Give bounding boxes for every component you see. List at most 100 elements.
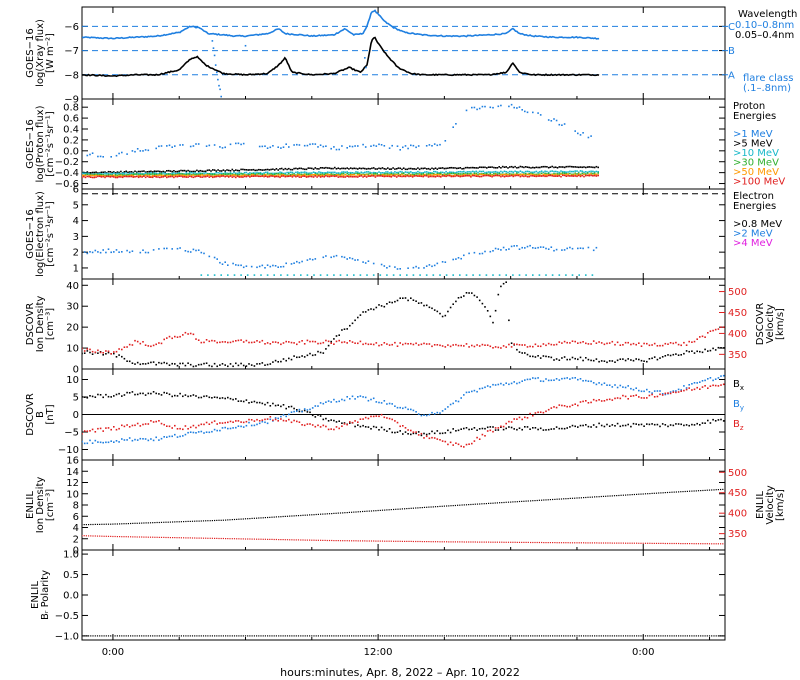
data-point xyxy=(121,395,123,397)
data-point xyxy=(317,539,319,541)
data-point xyxy=(534,412,537,414)
data-point xyxy=(145,635,147,637)
data-point xyxy=(203,170,205,173)
data-point xyxy=(702,489,704,492)
series--5-mev xyxy=(82,165,599,174)
data-point xyxy=(482,170,485,173)
data-point xyxy=(395,171,398,174)
data-point xyxy=(351,257,354,260)
data-point xyxy=(127,536,129,538)
data-point xyxy=(83,396,86,398)
data-point xyxy=(110,635,112,637)
data-point xyxy=(415,265,417,268)
data-point xyxy=(267,516,269,519)
data-point xyxy=(273,169,276,171)
data-point xyxy=(480,175,483,178)
data-point xyxy=(471,344,473,347)
data-point xyxy=(691,490,693,492)
data-point xyxy=(671,491,673,493)
data-point xyxy=(116,523,118,525)
data-point xyxy=(484,427,486,430)
data-point xyxy=(171,146,173,148)
data-point xyxy=(302,175,304,177)
data-point xyxy=(518,416,521,419)
data-point xyxy=(447,406,449,408)
data-point xyxy=(525,500,527,502)
data-point xyxy=(163,521,165,523)
data-point xyxy=(518,541,521,543)
data-point xyxy=(198,520,200,522)
data-point xyxy=(448,167,451,169)
data-point xyxy=(417,167,419,169)
data-point xyxy=(590,173,592,175)
data-point xyxy=(252,175,255,177)
data-point xyxy=(454,173,456,175)
data-point xyxy=(452,167,454,169)
data-point xyxy=(560,635,563,637)
data-point xyxy=(539,171,541,173)
data-point xyxy=(653,396,656,398)
data-point xyxy=(346,147,348,149)
data-point xyxy=(221,363,224,365)
data-point xyxy=(227,635,229,637)
data-point xyxy=(173,172,175,174)
data-point xyxy=(278,539,280,541)
data-point xyxy=(342,512,344,514)
data-point xyxy=(136,422,139,425)
data-point xyxy=(357,316,359,319)
data-point xyxy=(499,635,501,637)
data-point xyxy=(235,176,237,179)
data-point xyxy=(607,495,609,497)
data-point xyxy=(314,175,317,177)
data-point xyxy=(208,423,211,425)
data-point xyxy=(485,635,487,637)
data-point xyxy=(707,387,709,389)
data-point xyxy=(516,635,518,637)
data-point xyxy=(501,502,503,504)
data-point xyxy=(157,174,159,177)
data-point xyxy=(341,425,343,427)
data-point xyxy=(306,409,309,411)
data-point xyxy=(174,145,176,147)
data-point xyxy=(337,174,340,176)
data-point xyxy=(348,540,350,542)
data-point xyxy=(445,170,447,173)
data-point xyxy=(638,493,640,495)
data-point xyxy=(627,423,629,426)
data-point xyxy=(220,537,222,540)
data-point xyxy=(420,167,423,170)
data-point xyxy=(501,171,504,173)
data-point xyxy=(722,420,725,422)
data-point xyxy=(672,390,675,392)
data-point xyxy=(693,635,695,637)
data-point xyxy=(260,538,262,540)
data-point xyxy=(478,438,481,440)
data-point xyxy=(248,421,250,424)
data-point xyxy=(385,174,387,177)
data-point xyxy=(574,403,576,405)
data-point xyxy=(526,353,529,356)
data-point xyxy=(660,635,662,637)
data-point xyxy=(194,170,196,173)
data-point xyxy=(406,274,408,276)
data-point xyxy=(708,489,711,491)
data-point xyxy=(288,341,290,343)
data-point xyxy=(315,513,317,516)
data-point xyxy=(510,382,513,385)
data-point xyxy=(480,173,483,176)
data-point xyxy=(563,249,566,251)
data-point xyxy=(224,421,226,424)
data-point xyxy=(341,175,343,178)
data-point xyxy=(189,170,191,173)
data-point xyxy=(293,174,295,176)
data-point xyxy=(714,328,717,331)
data-point xyxy=(468,541,470,543)
data-point xyxy=(380,144,383,146)
data-point xyxy=(105,635,107,637)
y-tick-label: 0.0 xyxy=(63,146,79,157)
data-point xyxy=(187,431,189,434)
data-point xyxy=(457,504,459,506)
data-point xyxy=(497,293,500,296)
data-point xyxy=(620,635,622,637)
